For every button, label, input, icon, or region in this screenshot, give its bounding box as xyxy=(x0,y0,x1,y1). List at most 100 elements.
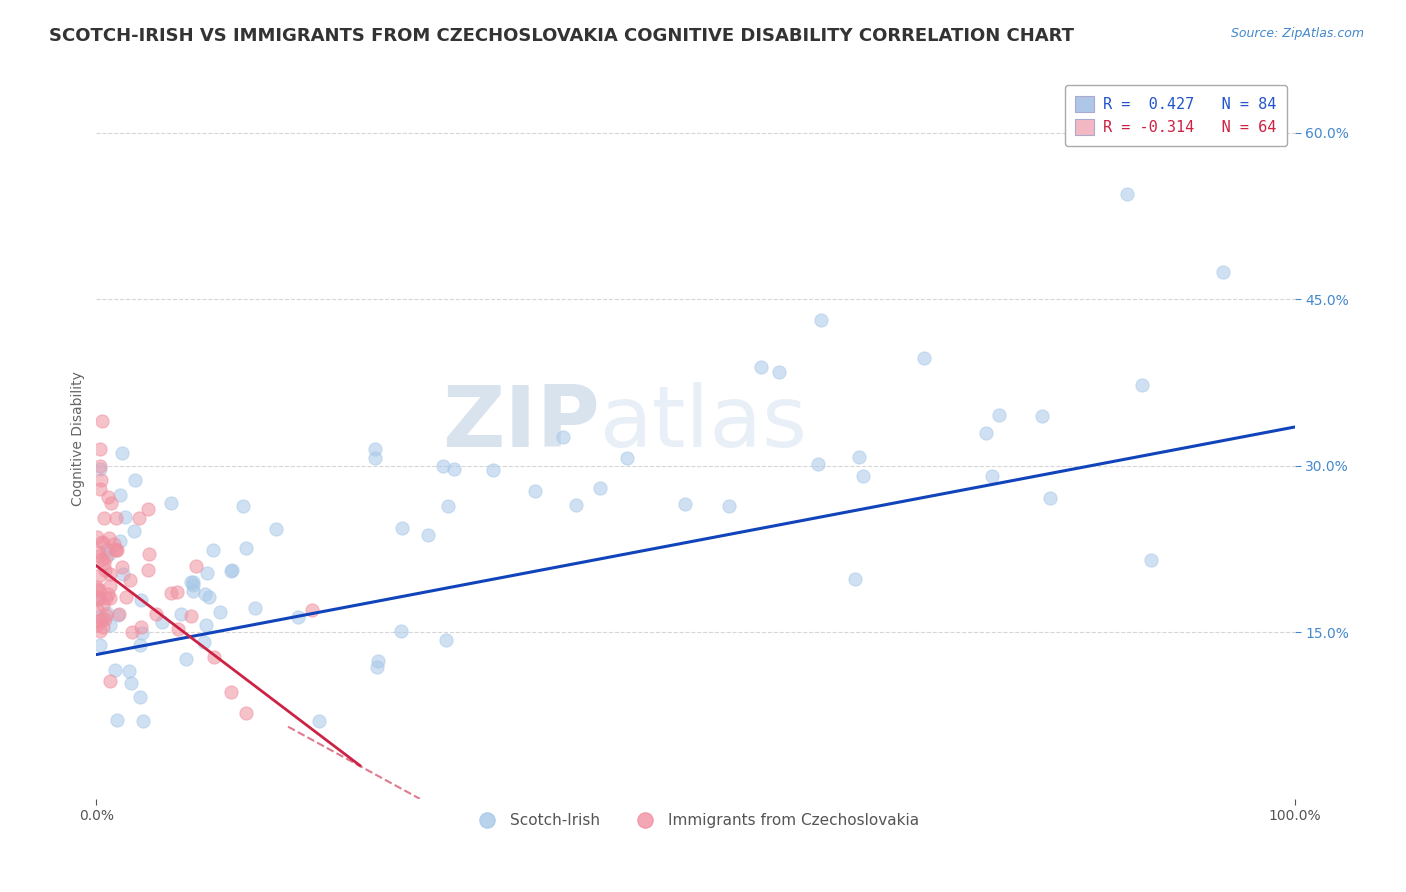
Point xyxy=(110,533,132,548)
Point xyxy=(160,586,183,600)
Point xyxy=(232,500,254,514)
Point xyxy=(111,566,134,581)
Point xyxy=(107,607,129,622)
Point xyxy=(180,609,202,624)
Point xyxy=(89,624,111,638)
Point xyxy=(97,490,120,504)
Point xyxy=(118,664,141,678)
Point xyxy=(86,618,108,632)
Point xyxy=(105,511,128,525)
Point xyxy=(138,563,160,577)
Point xyxy=(89,482,111,496)
Point xyxy=(91,620,114,634)
Point xyxy=(160,496,183,510)
Point xyxy=(132,714,155,728)
Text: Source: ZipAtlas.com: Source: ZipAtlas.com xyxy=(1230,27,1364,40)
Point xyxy=(87,545,110,559)
Point xyxy=(1115,186,1137,201)
Point xyxy=(717,499,740,513)
Point xyxy=(1212,265,1234,279)
Point xyxy=(128,510,150,524)
Point xyxy=(219,685,242,699)
Point xyxy=(94,612,117,626)
Point xyxy=(121,625,143,640)
Point xyxy=(198,591,221,605)
Text: ZIP: ZIP xyxy=(441,382,599,466)
Point xyxy=(105,713,128,727)
Point xyxy=(87,591,110,606)
Point xyxy=(98,547,121,561)
Point xyxy=(434,633,457,648)
Point xyxy=(844,572,866,586)
Point xyxy=(94,607,117,622)
Point xyxy=(122,524,145,538)
Point xyxy=(97,586,120,600)
Point xyxy=(482,463,505,477)
Point xyxy=(389,624,412,638)
Point xyxy=(89,638,111,652)
Point xyxy=(367,654,389,668)
Point xyxy=(104,663,127,677)
Point xyxy=(768,365,790,379)
Point xyxy=(129,690,152,704)
Point xyxy=(90,535,112,549)
Point xyxy=(145,607,167,621)
Point xyxy=(980,469,1002,483)
Point xyxy=(111,560,134,574)
Point xyxy=(115,591,138,605)
Point xyxy=(129,620,152,634)
Point xyxy=(523,483,546,498)
Point xyxy=(195,566,218,580)
Point xyxy=(169,607,191,621)
Point xyxy=(89,591,111,606)
Point xyxy=(100,496,122,510)
Point xyxy=(89,567,111,582)
Point xyxy=(183,578,205,592)
Point xyxy=(266,522,288,536)
Point xyxy=(208,605,231,619)
Point xyxy=(104,543,127,558)
Point xyxy=(364,450,387,465)
Point xyxy=(120,675,142,690)
Point xyxy=(181,575,204,590)
Point xyxy=(1031,409,1053,424)
Point xyxy=(87,590,110,604)
Point xyxy=(114,510,136,524)
Point xyxy=(202,650,225,665)
Point xyxy=(89,462,111,476)
Point xyxy=(221,562,243,576)
Point xyxy=(166,585,188,599)
Point xyxy=(848,450,870,465)
Text: atlas: atlas xyxy=(599,382,807,466)
Point xyxy=(98,591,121,605)
Point xyxy=(616,450,638,465)
Point xyxy=(98,673,121,688)
Point xyxy=(194,587,217,601)
Point xyxy=(86,580,108,594)
Point xyxy=(120,573,142,587)
Point xyxy=(366,659,388,673)
Point xyxy=(243,601,266,615)
Point xyxy=(90,551,112,566)
Legend: Scotch-Irish, Immigrants from Czechoslovakia: Scotch-Irish, Immigrants from Czechoslov… xyxy=(465,807,925,835)
Point xyxy=(987,409,1010,423)
Point xyxy=(103,537,125,551)
Point xyxy=(589,481,612,495)
Point xyxy=(391,521,413,535)
Point xyxy=(912,351,935,366)
Point xyxy=(308,714,330,728)
Point xyxy=(807,457,830,471)
Point xyxy=(437,499,460,513)
Point xyxy=(124,474,146,488)
Point xyxy=(98,618,121,632)
Point xyxy=(301,603,323,617)
Text: SCOTCH-IRISH VS IMMIGRANTS FROM CZECHOSLOVAKIA COGNITIVE DISABILITY CORRELATION : SCOTCH-IRISH VS IMMIGRANTS FROM CZECHOSL… xyxy=(49,27,1074,45)
Point xyxy=(87,549,110,563)
Point xyxy=(810,312,832,326)
Point xyxy=(1039,491,1062,506)
Y-axis label: Cognitive Disability: Cognitive Disability xyxy=(72,371,86,506)
Point xyxy=(287,609,309,624)
Point xyxy=(94,550,117,565)
Point xyxy=(94,591,117,606)
Point xyxy=(87,615,110,629)
